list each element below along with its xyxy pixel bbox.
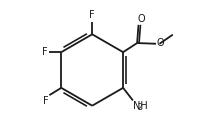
Text: 2: 2: [138, 103, 143, 112]
Text: O: O: [157, 38, 164, 48]
Text: F: F: [89, 10, 95, 20]
Text: O: O: [137, 14, 145, 24]
Text: F: F: [42, 47, 48, 57]
Text: NH: NH: [133, 101, 148, 111]
Text: F: F: [43, 96, 49, 106]
